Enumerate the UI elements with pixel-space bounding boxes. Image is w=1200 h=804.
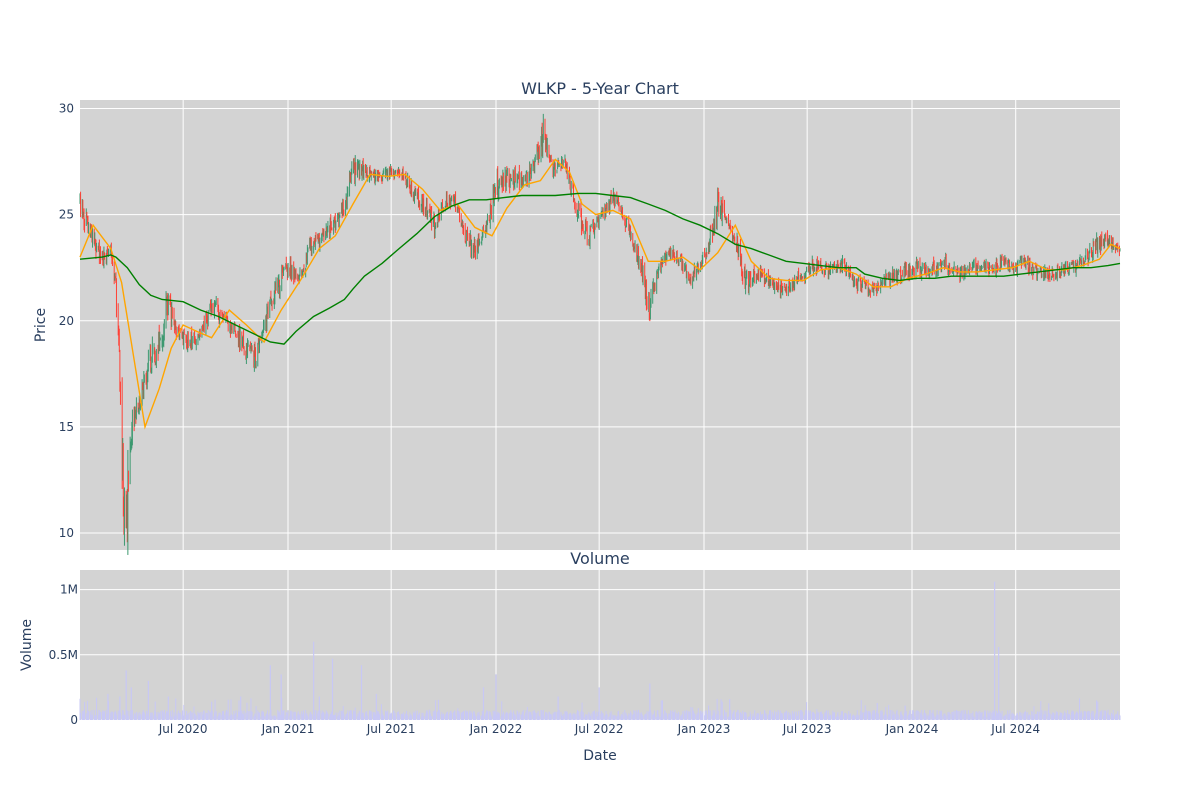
price-y-tick-15: 15 (59, 420, 74, 434)
x-tick-Jan 2023: Jan 2023 (677, 722, 731, 736)
x-tick-Jan 2022: Jan 2022 (469, 722, 523, 736)
price-y-axis-label: Price (33, 308, 49, 342)
price-y-tick-30: 30 (59, 101, 74, 115)
price-y-tick-20: 20 (59, 314, 74, 328)
volume-y-tick-0: 0 (70, 713, 78, 727)
volume-y-tick-0.5M: 0.5M (49, 648, 78, 662)
volume-y-axis-label: Volume (19, 619, 35, 671)
x-tick-Jul 2020: Jul 2020 (158, 722, 208, 736)
price-chart-title: WLKP - 5-Year Chart (521, 79, 679, 98)
x-tick-Jul 2024: Jul 2024 (990, 722, 1040, 736)
price-y-tick-25: 25 (59, 208, 74, 222)
volume-chart-title: Volume (570, 549, 630, 568)
long-moving-average-line (79, 192, 1121, 345)
x-tick-Jul 2023: Jul 2023 (782, 722, 832, 736)
x-tick-Jul 2022: Jul 2022 (574, 722, 624, 736)
x-tick-Jan 2021: Jan 2021 (261, 722, 315, 736)
price-plot-area (80, 100, 1120, 550)
price-y-tick-10: 10 (59, 526, 74, 540)
volume-bars (79, 581, 1121, 720)
x-tick-Jan 2024: Jan 2024 (885, 722, 939, 736)
volume-gridlines (80, 570, 1120, 721)
x-axis-label: Date (583, 748, 616, 764)
volume-y-tick-1M: 1M (60, 583, 78, 597)
volume-plot-area (80, 570, 1120, 720)
x-tick-Jul 2021: Jul 2021 (366, 722, 416, 736)
